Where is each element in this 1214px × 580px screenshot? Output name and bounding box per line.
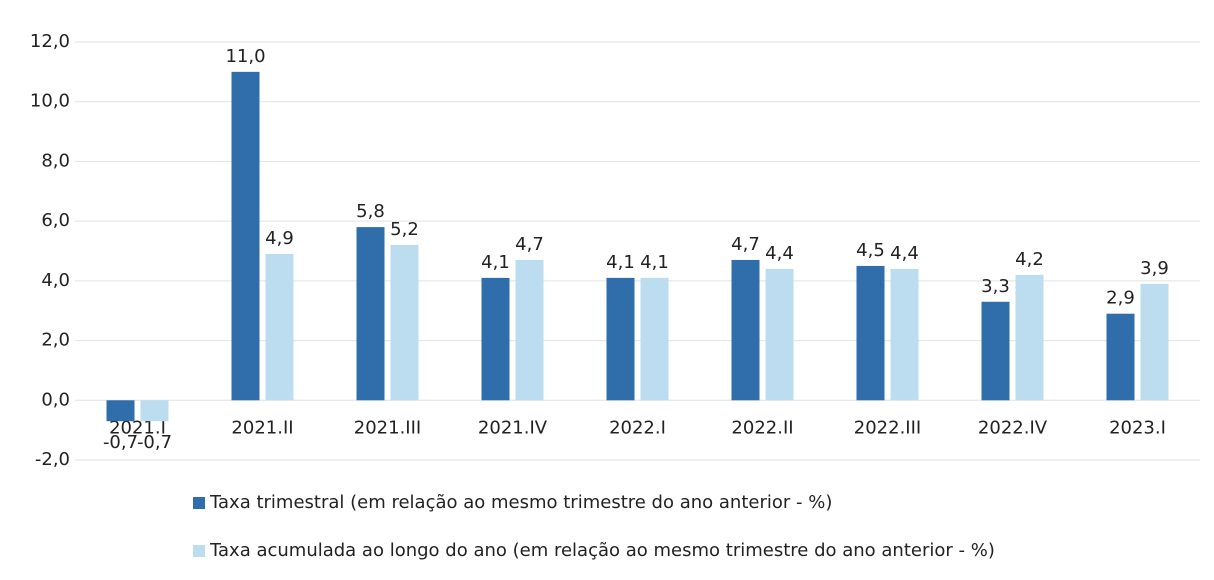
bar <box>106 400 135 422</box>
value-label: 3,9 <box>1140 258 1169 279</box>
bar <box>356 227 385 401</box>
x-tick-label: 2022.III <box>854 417 921 438</box>
legend-label: Taxa trimestral (em relação ao mesmo tri… <box>209 492 832 513</box>
y-tick-label: 8,0 <box>41 150 70 171</box>
value-label: 4,1 <box>606 252 635 273</box>
value-label: 4,9 <box>265 228 294 249</box>
value-label: -0,7 <box>137 432 172 453</box>
value-label: 5,2 <box>390 219 419 240</box>
y-tick-label: -2,0 <box>35 449 70 470</box>
value-label: 4,5 <box>856 240 885 261</box>
value-label: 4,7 <box>731 234 760 255</box>
bar <box>606 277 635 401</box>
value-label: 11,0 <box>225 46 265 67</box>
y-tick-label: 0,0 <box>41 389 70 410</box>
bar <box>515 259 544 401</box>
x-tick-label: 2021.I <box>109 417 166 438</box>
value-label: 4,1 <box>481 252 510 273</box>
bar <box>640 277 669 401</box>
y-tick-label: 6,0 <box>41 210 70 231</box>
legend-label: Taxa acumulada ao longo do ano (em relaç… <box>209 540 995 561</box>
legend-swatch <box>193 545 205 557</box>
x-tick-label: 2021.IV <box>478 417 548 438</box>
legend-swatch <box>193 497 205 509</box>
x-tick-label: 2022.I <box>609 417 666 438</box>
value-label: 4,2 <box>1015 249 1044 270</box>
bar <box>731 259 760 401</box>
bar <box>481 277 510 401</box>
bar <box>1106 313 1135 401</box>
y-tick-label: 2,0 <box>41 330 70 351</box>
bar <box>1015 274 1044 401</box>
x-tick-label: 2023.I <box>1109 417 1166 438</box>
bar <box>765 268 794 401</box>
bar <box>231 71 260 401</box>
bar <box>1140 283 1169 401</box>
value-label: 4,4 <box>890 243 919 264</box>
value-label: -0,7 <box>103 432 138 453</box>
x-tick-label: 2022.IV <box>978 417 1048 438</box>
value-label: 2,9 <box>1106 288 1135 309</box>
x-tick-label: 2021.II <box>231 417 293 438</box>
bar <box>390 245 419 401</box>
y-tick-label: 12,0 <box>30 31 70 52</box>
bar <box>856 265 885 401</box>
y-tick-label: 10,0 <box>30 91 70 112</box>
value-label: 3,3 <box>981 276 1010 297</box>
bar <box>890 268 919 401</box>
value-label: 4,7 <box>515 234 544 255</box>
value-label: 4,1 <box>640 252 669 273</box>
x-tick-label: 2022.II <box>731 417 793 438</box>
bar <box>981 301 1010 401</box>
x-tick-label: 2021.III <box>354 417 421 438</box>
value-label: 4,4 <box>765 243 794 264</box>
y-tick-label: 4,0 <box>41 270 70 291</box>
value-label: 5,8 <box>356 201 385 222</box>
bar <box>265 253 294 401</box>
bar <box>140 400 169 422</box>
